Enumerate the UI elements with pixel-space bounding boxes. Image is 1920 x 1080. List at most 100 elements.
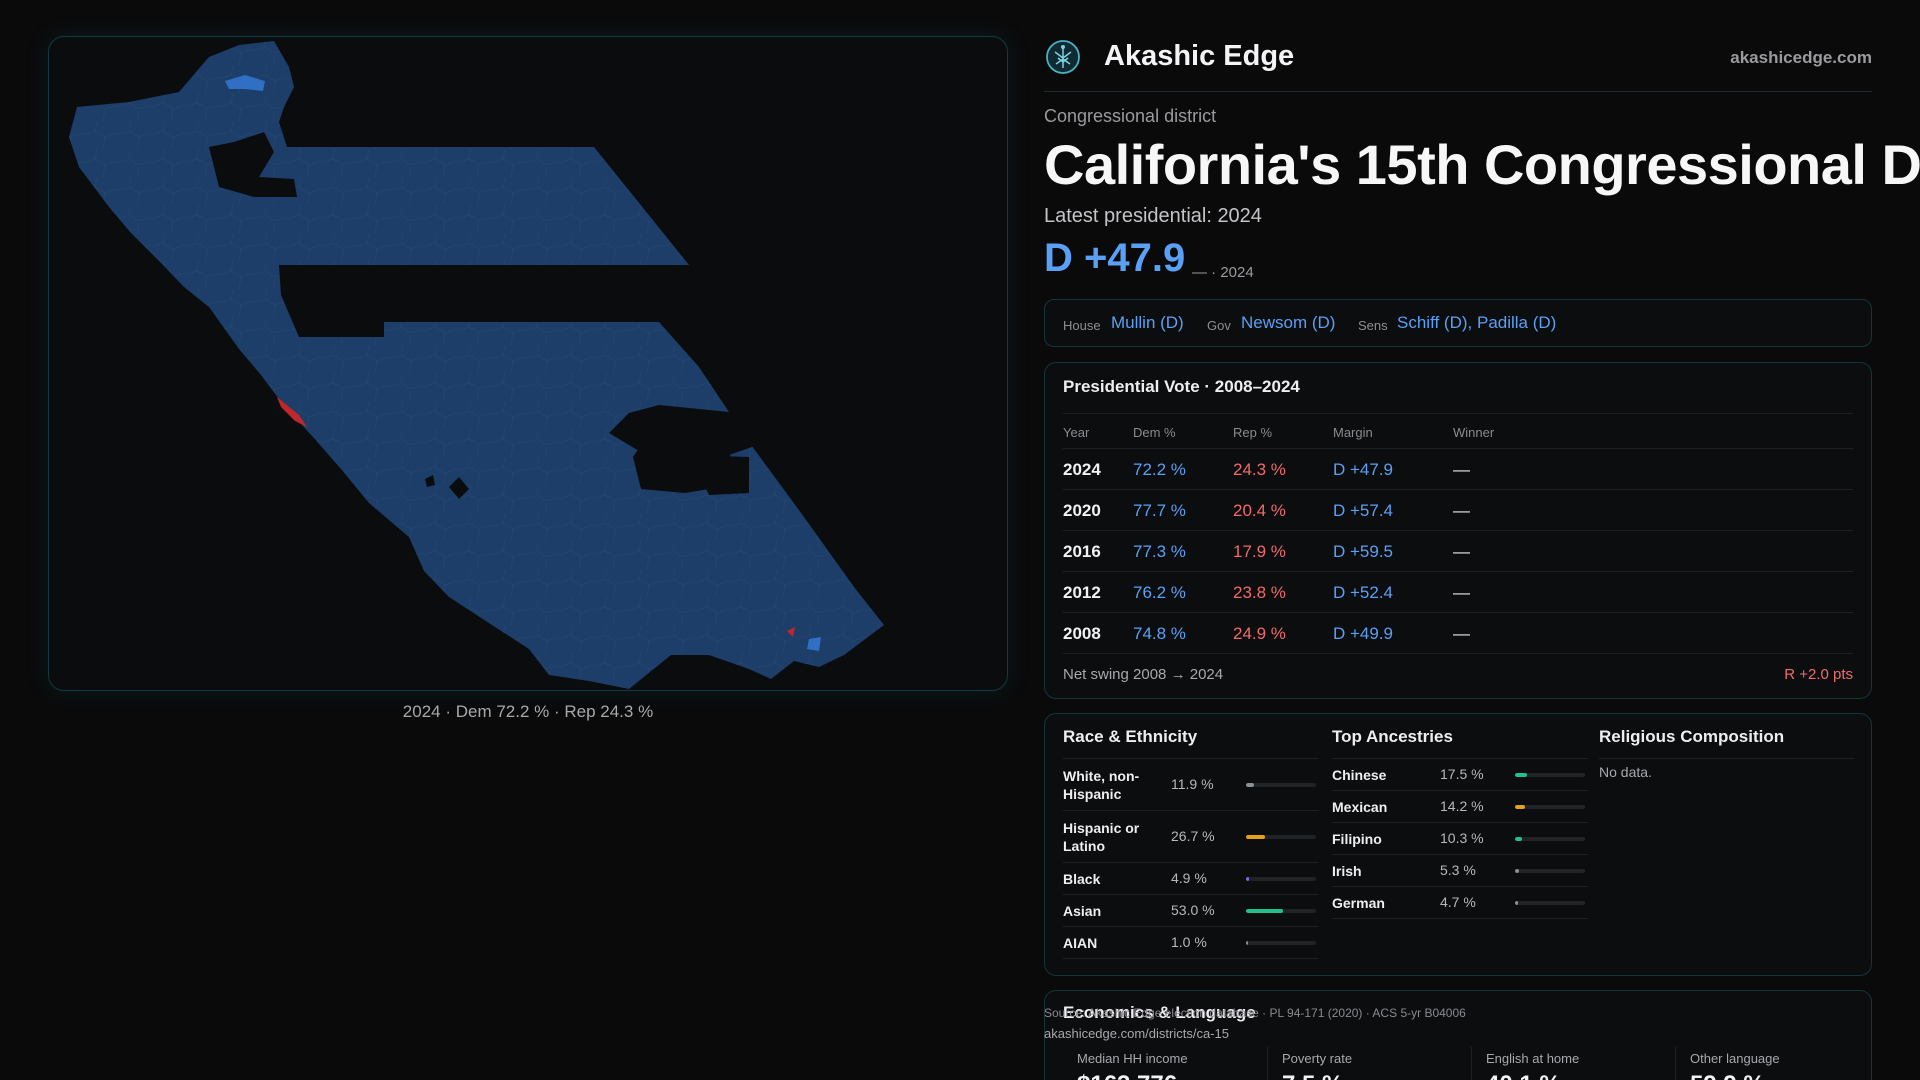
percent-bar (1246, 877, 1316, 881)
percent-bar-fill (1515, 837, 1523, 841)
percent-bar (1515, 805, 1585, 809)
list-item: Mexican 14.2 % (1332, 791, 1588, 823)
religion-title: Religious Composition (1599, 727, 1785, 746)
percent-bar-fill (1246, 909, 1284, 913)
district-map[interactable] (48, 36, 1008, 691)
item-value: 4.9 % (1171, 870, 1207, 886)
economics-title: Economics & Language (1063, 1003, 1256, 1022)
list-item: Black 4.9 % (1063, 863, 1319, 895)
headline-margin-note: — · 2024 (1192, 264, 1254, 281)
map-caption: 2024 · Dem 72.2 % · Rep 24.3 % (402, 702, 654, 721)
item-value: 10.3 % (1440, 830, 1484, 846)
item-value: 11.9 % (1171, 776, 1214, 792)
house-rep-link[interactable]: Mullin (D) (1111, 313, 1184, 332)
list-item: Irish 5.3 % (1332, 855, 1588, 887)
table-row[interactable]: 2008 74.8 % 24.9 % D +49.9 — (1063, 613, 1853, 654)
district-kicker: Congressional district (1044, 106, 1217, 126)
detail-panel: Akashic Edge akashicedge.com Congression… (1044, 0, 1920, 1080)
table-row[interactable]: 2012 76.2 % 23.8 % D +52.4 — (1063, 572, 1853, 613)
row-dem: 77.7 % (1133, 501, 1186, 520)
row-year: 2016 (1063, 542, 1101, 561)
demographics-card: Race & Ethnicity White, non-Hispanic 11.9… (1044, 713, 1872, 976)
row-margin: D +52.4 (1333, 583, 1394, 602)
col-dem[interactable]: Dem % (1133, 425, 1176, 440)
percent-bar (1246, 835, 1316, 839)
econ-other-language: Other language 59.9 % (1675, 1047, 1871, 1080)
economics-card: Economics & Language Median HH income $1… (1044, 990, 1872, 1080)
race-title: Race & Ethnicity (1063, 727, 1198, 746)
row-year: 2008 (1063, 624, 1101, 643)
ancestries-title: Top Ancestries (1332, 727, 1453, 746)
row-rep: 24.3 % (1233, 460, 1286, 479)
list-item: AIAN 1.0 % (1063, 927, 1319, 959)
row-year: 2024 (1063, 460, 1101, 479)
item-label: Mexican (1332, 799, 1388, 815)
item-label: AIAN (1063, 935, 1098, 951)
col-year[interactable]: Year (1063, 425, 1090, 440)
brand-url-link[interactable]: akashicedge.com (1730, 48, 1872, 67)
item-label: Hispanic or Latino (1063, 820, 1140, 854)
econ-income: Median HH income $163,776 (1063, 1047, 1267, 1080)
race-ethnicity-section: Race & Ethnicity White, non-Hispanic 11.9… (1063, 714, 1319, 975)
strong-dem-precinct (225, 75, 265, 91)
presidential-vote-title: Presidential Vote · 2008–2024 (1063, 377, 1300, 396)
table-row[interactable]: 2024 72.2 % 24.3 % D +47.9 — (1063, 449, 1853, 490)
table-header: Year Dem % Rep % Margin Winner (1063, 414, 1853, 449)
ancestries-section: Top Ancestries Chinese 17.5 % Mexican 14.2 … (1332, 714, 1588, 975)
item-value: 26.7 % (1171, 828, 1215, 844)
gov-label: Gov (1207, 318, 1231, 333)
religion-empty: No data. (1599, 764, 1652, 780)
econ-english: English at home 40.1 % (1471, 1047, 1675, 1080)
percent-bar (1246, 941, 1316, 945)
row-winner: — (1453, 624, 1470, 643)
row-rep: 20.4 % (1233, 501, 1286, 520)
percent-bar-fill (1515, 805, 1525, 809)
divider (1063, 413, 1853, 414)
row-rep: 23.8 % (1233, 583, 1286, 602)
senators-link[interactable]: Schiff (D), Padilla (D) (1397, 313, 1557, 332)
item-value: 4.7 % (1440, 894, 1476, 910)
econ-label: English at home (1486, 1051, 1580, 1066)
percent-bar (1246, 909, 1316, 913)
econ-poverty: Poverty rate 7.5 % (1267, 1047, 1471, 1080)
row-margin: D +57.4 (1333, 501, 1394, 520)
econ-label: Median HH income (1077, 1051, 1188, 1066)
col-margin[interactable]: Margin (1333, 425, 1373, 440)
tree-of-life-icon[interactable] (1044, 38, 1082, 76)
row-margin: D +47.9 (1333, 460, 1394, 479)
econ-value: 40.1 % (1486, 1071, 1561, 1080)
percent-bar (1515, 837, 1585, 841)
col-winner[interactable]: Winner (1453, 425, 1495, 440)
net-swing-label: Net swing 2008 → 2024 (1063, 666, 1224, 683)
table-row[interactable]: 2020 77.7 % 20.4 % D +57.4 — (1063, 490, 1853, 531)
percent-bar (1515, 773, 1585, 777)
gov-link[interactable]: Newsom (D) (1241, 313, 1336, 332)
percent-bar-fill (1246, 783, 1255, 787)
district-shape (69, 41, 884, 689)
percent-bar-fill (1246, 835, 1265, 839)
col-rep[interactable]: Rep % (1233, 425, 1273, 440)
list-item: Filipino 10.3 % (1332, 823, 1588, 855)
item-value: 1.0 % (1171, 934, 1207, 950)
percent-bar-fill (1246, 877, 1250, 881)
list-item: White, non-Hispanic 11.9 % (1063, 759, 1319, 811)
source-note: Source: Akashic Edge election database ·… (1044, 1006, 1466, 1020)
item-label: Asian (1063, 903, 1102, 919)
percent-bar (1515, 901, 1585, 905)
divider (1332, 758, 1588, 759)
row-rep: 17.9 % (1233, 542, 1286, 561)
latest-presidential-label: Latest presidential: 2024 (1044, 205, 1262, 227)
table-row[interactable]: 2016 77.3 % 17.9 % D +59.5 — (1063, 531, 1853, 572)
list-item: Chinese 17.5 % (1332, 759, 1588, 791)
brand-name[interactable]: Akashic Edge (1104, 40, 1295, 72)
row-rep: 24.9 % (1233, 624, 1286, 643)
econ-value: 7.5 % (1282, 1071, 1343, 1080)
item-label: White, non-Hispanic (1063, 768, 1140, 802)
row-winner: — (1453, 460, 1470, 479)
net-swing-value: R +2.0 pts (1784, 666, 1853, 683)
headline-margin: D +47.9 (1044, 236, 1186, 280)
row-winner: — (1453, 501, 1470, 520)
source-url-link[interactable]: akashicedge.com/districts/ca-15 (1044, 1026, 1229, 1041)
econ-value: $163,776 (1077, 1071, 1177, 1080)
row-margin: D +59.5 (1333, 542, 1394, 561)
